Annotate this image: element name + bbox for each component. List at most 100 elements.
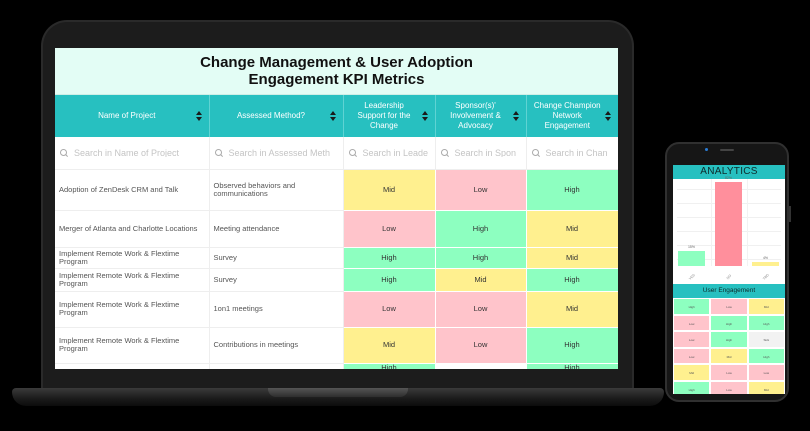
bar-value-label: 82% [724, 176, 732, 180]
assessed-method-cell: Survey [209, 247, 344, 269]
engagement-cell: Low [710, 364, 748, 381]
engagement-cell: High [710, 331, 748, 348]
project-name-cell: Implement Remote Work & Flextime Program [55, 268, 210, 292]
column-header[interactable]: Assessed Method? [209, 95, 344, 137]
project-name-cell: Implement Remote Work & Flextime Program [55, 247, 210, 269]
assessed-method-cell: 1on1 meetings [209, 291, 344, 328]
search-placeholder: Search in Name of Project [74, 148, 180, 157]
engagement-cell: Low [710, 298, 748, 315]
laptop-notch [268, 388, 408, 397]
rating-cell: High [435, 210, 527, 248]
column-header[interactable]: Change Champion Network Engagement [526, 95, 618, 137]
rating-cell: High [343, 268, 436, 292]
column-search-input[interactable]: Search in Assessed Meth [214, 148, 338, 157]
engagement-cell: High [747, 347, 785, 364]
table-row[interactable]: Merger of Atlanta and Charlotte Location… [55, 210, 618, 248]
rating-cell: High [526, 268, 618, 292]
column-search-input[interactable]: Search in Name of Project [60, 148, 204, 157]
engagement-cell: Mid [710, 347, 748, 364]
engagement-cell: High [673, 298, 711, 315]
search-icon [60, 148, 68, 157]
engagement-cell: Mid [673, 364, 711, 381]
engagement-cell: High [747, 314, 785, 331]
engagement-cell: Mid [747, 380, 785, 394]
engagement-cell: Low [673, 347, 711, 364]
assessed-method-cell [209, 363, 344, 369]
rating-cell: Low [435, 291, 527, 328]
column-header[interactable]: Sponsor(s)' Involvement & Advocacy [435, 95, 527, 137]
x-axis-label: NO [725, 273, 733, 281]
sort-icon[interactable] [421, 111, 428, 121]
phone-side-button [789, 206, 791, 222]
column-search-input[interactable]: Search in Leade [348, 148, 430, 157]
column-header-label: Assessed Method? [236, 111, 306, 120]
assessed-method-cell: Survey [209, 268, 344, 292]
table-row[interactable]: Implement Remote Work & Flextime Program… [55, 327, 618, 364]
gridline [747, 179, 748, 266]
column-header-label: Change Champion Network Engagement [533, 101, 601, 130]
rating-cell: High [435, 247, 527, 269]
column-search-cell: Search in Leade [343, 137, 436, 170]
rating-cell: Mid [343, 169, 436, 211]
engagement-cell: Sick [747, 331, 785, 348]
rating-cell: High [343, 363, 436, 369]
sort-icon[interactable] [605, 111, 611, 121]
engagement-cell: Low [673, 331, 711, 348]
assessed-method-cell: Observed behaviors and communications [209, 169, 344, 211]
search-icon [348, 148, 357, 157]
rating-cell: Low [343, 291, 436, 328]
table-row[interactable]: Implement Remote Work & Flextime Program… [55, 291, 618, 328]
search-icon [440, 148, 449, 157]
rating-cell: High [526, 169, 618, 211]
assessed-method-cell: Contributions in meetings [209, 327, 344, 364]
chart-bar[interactable] [752, 262, 779, 266]
table-row[interactable]: Adoption of ZenDesk CRM and Talk Observed… [55, 169, 618, 211]
table-row[interactable]: Implement Remote Work & Flextime Program… [55, 268, 618, 292]
x-axis-label: YES [688, 273, 696, 281]
table-row[interactable]: Implement Remote Work & Flextime Program… [55, 247, 618, 269]
sort-icon[interactable] [195, 111, 202, 121]
column-header[interactable]: Leadership Support for the Change [343, 95, 436, 137]
engagement-cell: Low [673, 314, 711, 331]
search-placeholder: Search in Leade [362, 148, 429, 157]
rating-cell: Mid [343, 327, 436, 364]
engagement-cell: Low [747, 364, 785, 381]
chart-bar[interactable] [678, 251, 705, 266]
rating-cell: High [526, 363, 618, 369]
analytics-bar-chart: 15% YES 82% NO 4% TBD [673, 176, 785, 284]
title-bar: Change Management & User Adoption Engage… [55, 48, 618, 95]
column-header-label: Sponsor(s)' Involvement & Advocacy [450, 101, 501, 130]
search-icon [214, 148, 223, 157]
column-search-input[interactable]: Search in Chan [531, 148, 613, 157]
page-title: Change Management & User Adoption Engage… [200, 54, 473, 88]
rating-cell: High [343, 247, 436, 269]
bar-value-label: 15% [687, 245, 695, 249]
column-search-input[interactable]: Search in Spon [440, 148, 521, 157]
project-name-cell: Adoption of ZenDesk CRM and Talk [55, 169, 210, 211]
gridline [711, 179, 712, 266]
assessed-method-cell: Meeting attendance [209, 210, 344, 248]
search-placeholder: Search in Assessed Meth [228, 148, 331, 157]
engagement-cell: Low [710, 380, 748, 394]
chart-bar[interactable] [715, 182, 742, 266]
sort-icon[interactable] [329, 111, 336, 121]
engagement-cell: High [673, 380, 711, 394]
column-search-cell: Search in Assessed Meth [209, 137, 344, 170]
project-name-cell: Merger of Atlanta and Charlotte Location… [55, 210, 210, 248]
bar-value-label: 4% [762, 256, 769, 260]
engagement-title: User Engagement [673, 284, 785, 298]
engagement-cell: High [710, 314, 748, 331]
rating-cell: Low [435, 327, 527, 364]
sort-icon[interactable] [512, 111, 519, 121]
rating-cell: Mid [435, 268, 527, 292]
rating-cell: Low [343, 210, 436, 248]
search-placeholder: Search in Chan [545, 148, 608, 157]
camera-icon [705, 148, 708, 151]
engagement-cell: Mid [747, 298, 785, 315]
column-header[interactable]: Name of Project [55, 95, 210, 137]
rating-cell: Mid [526, 247, 618, 269]
speaker-icon [720, 149, 734, 151]
kpi-table: Name of Project Assessed Method? Leadershi… [55, 95, 618, 369]
table-row[interactable]: High High [55, 363, 618, 369]
rating-cell: Mid [526, 291, 618, 328]
